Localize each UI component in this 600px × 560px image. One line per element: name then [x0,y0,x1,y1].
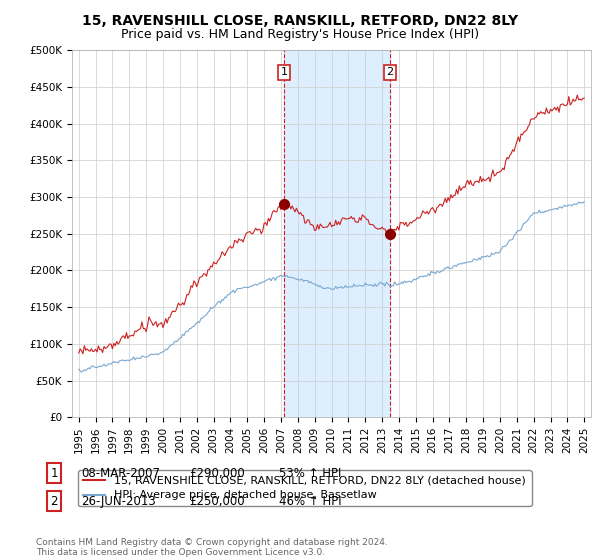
Text: Price paid vs. HM Land Registry's House Price Index (HPI): Price paid vs. HM Land Registry's House … [121,28,479,41]
Text: 08-MAR-2007: 08-MAR-2007 [81,466,160,480]
Text: £290,000: £290,000 [189,466,245,480]
Text: 2: 2 [386,67,394,77]
Text: 46% ↑ HPI: 46% ↑ HPI [279,494,341,508]
Text: 1: 1 [280,67,287,77]
Text: 53% ↑ HPI: 53% ↑ HPI [279,466,341,480]
Legend: 15, RAVENSHILL CLOSE, RANSKILL, RETFORD, DN22 8LY (detached house), HPI: Average: 15, RAVENSHILL CLOSE, RANSKILL, RETFORD,… [77,470,532,506]
Text: 15, RAVENSHILL CLOSE, RANSKILL, RETFORD, DN22 8LY: 15, RAVENSHILL CLOSE, RANSKILL, RETFORD,… [82,14,518,28]
Text: 1: 1 [50,466,58,480]
Text: Contains HM Land Registry data © Crown copyright and database right 2024.
This d: Contains HM Land Registry data © Crown c… [36,538,388,557]
Text: £250,000: £250,000 [189,494,245,508]
Text: 26-JUN-2013: 26-JUN-2013 [81,494,156,508]
Text: 2: 2 [50,494,58,508]
Bar [284,50,390,417]
